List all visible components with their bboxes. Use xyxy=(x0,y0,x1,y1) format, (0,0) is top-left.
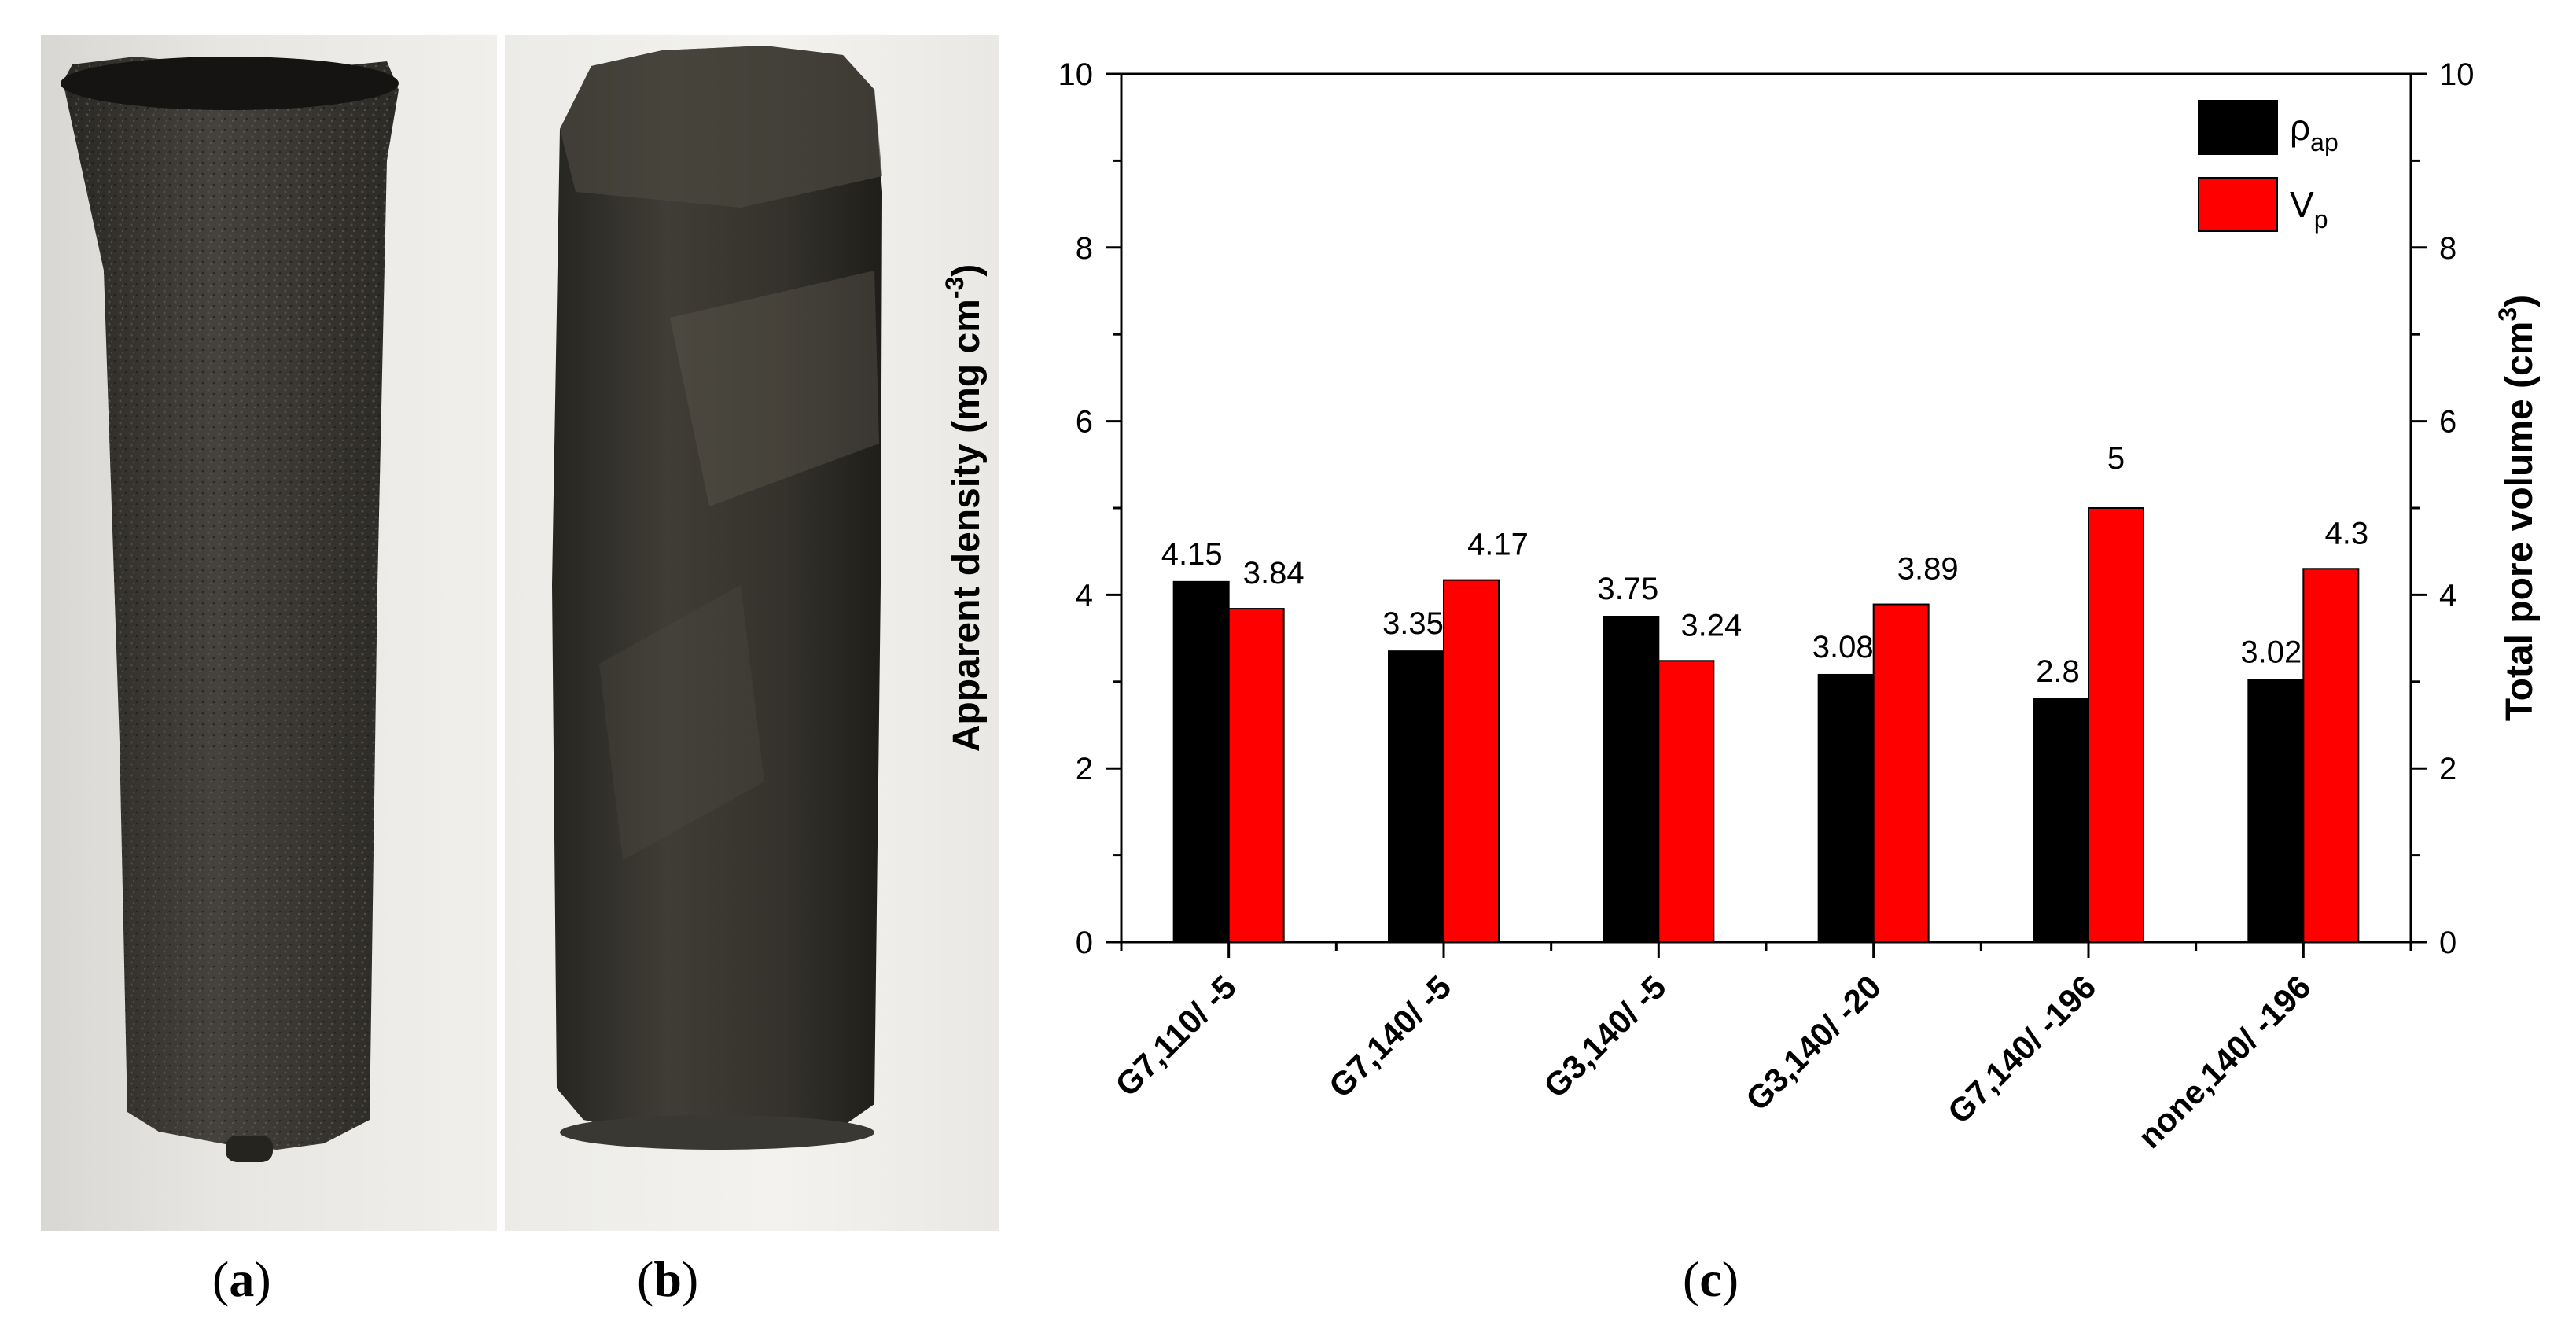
panel-label-b: (b) xyxy=(637,1251,699,1307)
left-y-tick-label: 8 xyxy=(1076,231,1093,266)
sample-b-cylinder-image xyxy=(552,46,882,1150)
bar-apparent-density xyxy=(2247,679,2305,943)
bar-apparent-density xyxy=(1172,580,1230,944)
bar-apparent-density xyxy=(1603,616,1660,943)
legend-label-sub: ap xyxy=(2310,128,2339,156)
legend-label-apparent-density: ρap xyxy=(2290,107,2339,156)
left-y-tick-label: 6 xyxy=(1076,405,1093,440)
legend-label-sub: p xyxy=(2314,205,2328,234)
left-y-tick-label: 10 xyxy=(1058,57,1094,92)
panel-label-c: (c) xyxy=(1683,1251,1739,1307)
data-label-pore-volume: 4.3 xyxy=(2325,516,2369,550)
x-tick-label: G7,140/ -196 xyxy=(1941,968,2103,1131)
right-y-tick-label: 0 xyxy=(2439,926,2456,960)
legend-label-pore-volume: Vp xyxy=(2290,184,2328,234)
left-y-axis-title-end: ) xyxy=(946,264,988,277)
left-y-tick-label: 0 xyxy=(1076,926,1093,960)
x-tick-label: G7,140/ -5 xyxy=(1322,968,1459,1105)
legend-label-main: V xyxy=(2290,184,2314,225)
bar-apparent-density xyxy=(1817,673,1875,944)
right-y-axis-title-end: ) xyxy=(2499,295,2541,307)
panel-label-c-letter: c xyxy=(1699,1251,1722,1307)
panel-label-a: (a) xyxy=(212,1251,271,1307)
x-tick-label: none,140/ -196 xyxy=(2131,968,2318,1155)
left-y-tick-label: 2 xyxy=(1076,752,1093,786)
bar-pore-volume xyxy=(1443,579,1500,944)
sample-a-cylinder-image xyxy=(61,57,399,1162)
bar-pore-volume xyxy=(2088,507,2144,943)
data-label-apparent-density: 3.08 xyxy=(1812,630,1874,664)
right-y-tick-label: 2 xyxy=(2439,752,2456,786)
bar-pore-volume xyxy=(1872,603,1930,943)
left-y-tick-label: 4 xyxy=(1076,578,1093,613)
data-label-pore-volume: 3.24 xyxy=(1680,608,1742,642)
data-label-apparent-density: 4.15 xyxy=(1161,537,1223,572)
x-tick-label: G7,110/ -5 xyxy=(1108,968,1243,1103)
right-y-tick-label: 8 xyxy=(2439,231,2456,266)
data-label-pore-volume: 3.84 xyxy=(1243,556,1305,591)
legend-label-main: ρ xyxy=(2290,107,2310,148)
right-y-axis-title-main: Total pore volume (cm xyxy=(2499,322,2541,722)
right-y-axis-title: Total pore volume (cm3) xyxy=(2493,295,2541,721)
data-label-pore-volume: 4.17 xyxy=(1467,528,1529,562)
bar-pore-volume xyxy=(1227,608,1285,944)
x-tick-label: G3,140/ -20 xyxy=(1739,968,1888,1117)
right-y-tick-label: 4 xyxy=(2439,578,2456,613)
x-tick-label: G3,140/ -5 xyxy=(1536,968,1673,1105)
data-label-apparent-density: 3.75 xyxy=(1597,572,1658,606)
legend-swatch-pore-volume xyxy=(2198,177,2278,232)
data-label-apparent-density: 3.35 xyxy=(1382,606,1444,641)
panel-label-b-letter: b xyxy=(653,1251,682,1307)
right-y-tick-label: 6 xyxy=(2439,405,2456,440)
data-label-pore-volume: 3.89 xyxy=(1897,552,1959,587)
legend-swatch-apparent-density xyxy=(2198,100,2278,155)
bar-pore-volume xyxy=(1658,660,1715,944)
left-y-axis-title-sup: -3 xyxy=(940,277,969,299)
sample-photo-a xyxy=(41,35,497,1231)
data-label-pore-volume: 5 xyxy=(2107,441,2125,476)
left-y-axis-title: Apparent density (mg cm-3) xyxy=(940,264,988,753)
sample-photo-b xyxy=(505,35,999,1231)
right-y-tick-label: 10 xyxy=(2439,57,2475,92)
panel-label-a-letter: a xyxy=(229,1251,255,1307)
right-y-axis-title-sup: 3 xyxy=(2493,307,2522,322)
bar-apparent-density xyxy=(2033,698,2089,943)
bar-pore-volume xyxy=(2302,568,2360,944)
left-y-axis-title-main: Apparent density (mg cm xyxy=(946,299,988,752)
bar-apparent-density xyxy=(1388,650,1444,943)
data-label-apparent-density: 2.8 xyxy=(2036,654,2080,689)
data-label-apparent-density: 3.02 xyxy=(2240,635,2302,670)
